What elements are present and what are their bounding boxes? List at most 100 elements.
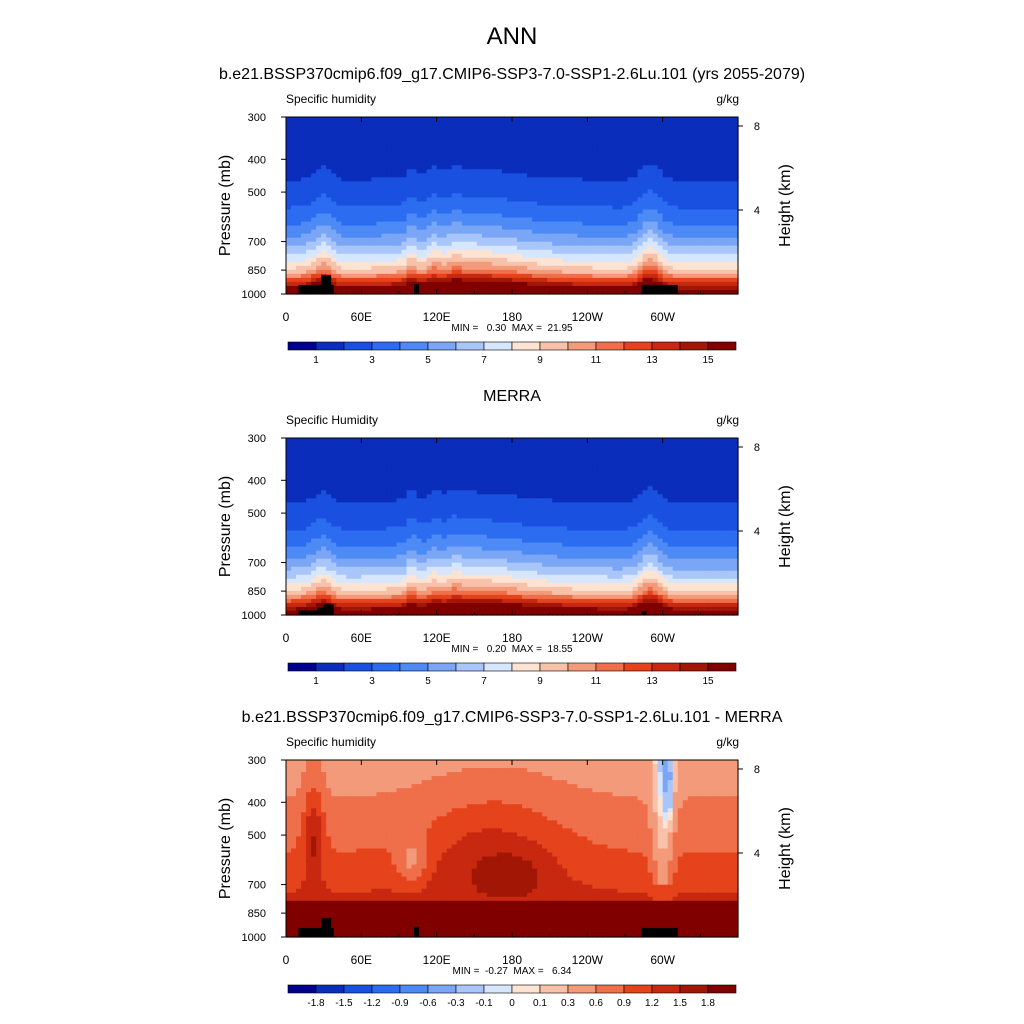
contour-cell: [557, 462, 563, 467]
contour-cell: [577, 245, 583, 251]
contour-cell: [401, 141, 408, 146]
contour-cell: [291, 442, 297, 447]
contour-cell: [396, 137, 403, 142]
contour-cell: [296, 237, 302, 243]
contour-cell: [491, 129, 498, 134]
contour-cell: [391, 125, 398, 130]
contour-cell: [577, 442, 583, 447]
contour-cell: [336, 462, 342, 467]
topography-block: [321, 275, 332, 294]
contour-cell: [366, 289, 372, 295]
contour-cell: [331, 261, 337, 267]
contour-cell: [662, 185, 669, 191]
contour-cell: [707, 133, 714, 138]
contour-cell: [431, 241, 438, 247]
contour-cell: [366, 185, 372, 191]
contour-cell: [456, 209, 463, 215]
contour-cell: [562, 454, 568, 459]
contour-cell: [612, 229, 619, 235]
contour-cell: [657, 169, 664, 174]
contour-cell: [436, 257, 443, 263]
contour-cell: [371, 245, 377, 251]
contour-cell: [697, 285, 704, 291]
contour-cell: [517, 149, 523, 154]
contour-cell: [627, 169, 634, 174]
contour-cell: [301, 462, 307, 467]
colorbar-label: 11: [591, 355, 602, 366]
contour-cell: [537, 205, 543, 211]
contour-cell: [542, 454, 548, 459]
contour-cell: [717, 165, 724, 170]
contour-cell: [567, 233, 573, 239]
x-tick-label: 60E: [351, 310, 372, 324]
contour-cell: [391, 458, 398, 463]
contour-cell: [582, 149, 588, 154]
contour-cell: [677, 265, 684, 271]
contour-cell: [552, 189, 558, 195]
contour-cell: [517, 273, 523, 279]
contour-cell: [466, 466, 473, 471]
contour-cell: [732, 185, 739, 191]
contour-cell: [522, 137, 528, 142]
contour-cell: [481, 253, 488, 259]
contour-cell: [361, 133, 367, 138]
contour-cell: [396, 189, 403, 195]
contour-cell: [411, 173, 418, 178]
contour-cell: [336, 161, 342, 166]
contour-cell: [592, 450, 598, 455]
contour-cell: [426, 450, 433, 455]
contour-cell: [662, 209, 669, 215]
contour-cell: [401, 153, 408, 158]
contour-cell: [672, 446, 679, 451]
contour-cell: [717, 213, 724, 219]
contour-cell: [296, 446, 302, 451]
contour-cell: [717, 193, 724, 199]
contour-cell: [316, 442, 322, 447]
contour-cell: [381, 173, 388, 178]
contour-cell: [496, 193, 503, 199]
contour-cell: [401, 149, 408, 154]
contour-cell: [517, 225, 523, 231]
contour-cell: [466, 165, 473, 170]
contour-cell: [512, 458, 518, 463]
contour-cell: [341, 129, 347, 134]
contour-cell: [522, 269, 528, 275]
contour-cell: [321, 153, 327, 158]
contour-cell: [552, 273, 558, 279]
contour-cell: [341, 454, 347, 459]
contour-cell: [371, 458, 377, 463]
contour-cell: [371, 438, 377, 443]
contour-cell: [406, 193, 413, 199]
contour-cell: [446, 265, 453, 271]
contour-cell: [577, 173, 583, 178]
contour-cell: [381, 125, 388, 130]
contour-cell: [512, 281, 518, 287]
contour-cell: [491, 173, 498, 178]
colorbar-label: 7: [481, 355, 487, 366]
contour-cell: [647, 157, 654, 162]
contour-cell: [617, 177, 624, 182]
contour-cell: [547, 470, 553, 475]
contour-cell: [547, 241, 553, 247]
contour-cell: [416, 117, 423, 122]
contour-cell: [416, 233, 423, 239]
contour-cell: [436, 241, 443, 247]
contour-cell: [351, 289, 357, 295]
contour-cell: [567, 161, 573, 166]
contour-cell: [577, 149, 583, 154]
contour-cell: [532, 117, 538, 122]
contour-cell: [331, 201, 337, 207]
contour-cell: [727, 121, 734, 126]
contour-cell: [311, 269, 317, 275]
contour-cell: [697, 189, 704, 195]
contour-cell: [306, 121, 312, 126]
contour-cell: [451, 125, 458, 130]
contour-cell: [597, 241, 603, 247]
contour-cell: [577, 458, 583, 463]
contour-cell: [321, 462, 327, 467]
contour-cell: [687, 269, 694, 275]
contour-cell: [376, 173, 383, 178]
contour-cell: [547, 169, 553, 174]
contour-cell: [466, 458, 473, 463]
contour-cell: [476, 289, 483, 295]
